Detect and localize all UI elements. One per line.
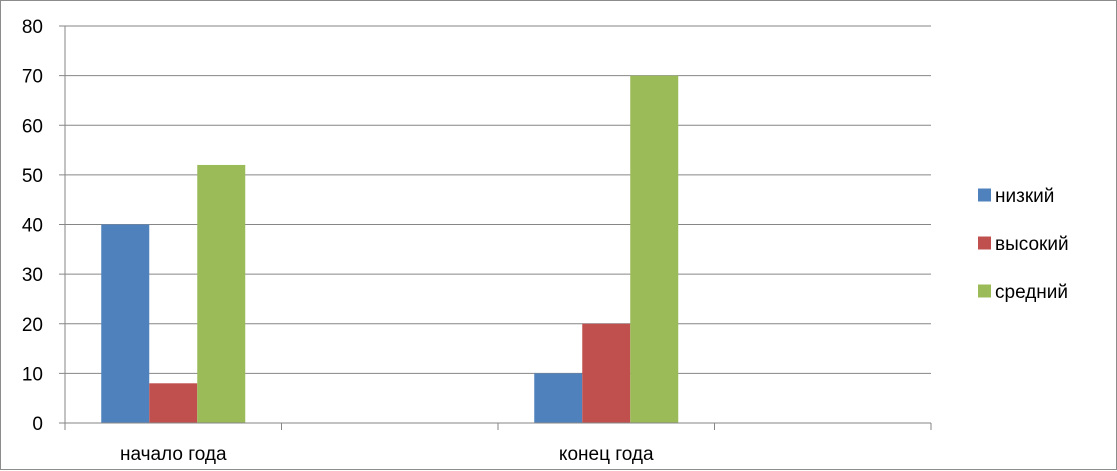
- x-tick-labels: начало года конец года: [120, 444, 654, 465]
- y-tick-label: 0: [32, 414, 43, 435]
- y-tick-label: 40: [22, 216, 43, 237]
- gridlines: [65, 25, 931, 374]
- bar-высокий-конец года: [582, 323, 631, 423]
- legend-swatch-высокий: [978, 236, 991, 250]
- legend-label: средний: [995, 282, 1068, 303]
- x-tick-label: конец года: [559, 444, 654, 465]
- bar-низкий-конец года: [534, 373, 583, 423]
- legend-swatch-средний: [978, 284, 991, 298]
- bar-средний-начало года: [197, 164, 246, 423]
- axes: [59, 25, 932, 430]
- y-tick-label: 50: [22, 166, 43, 187]
- x-tick-label: начало года: [120, 444, 227, 465]
- bars: [101, 75, 679, 423]
- y-tick-label: 10: [22, 364, 43, 385]
- legend-swatch-низкий: [978, 188, 991, 202]
- y-tick-label: 60: [22, 116, 43, 137]
- y-tick-label: 20: [22, 315, 43, 336]
- bar-низкий-начало года: [101, 224, 150, 423]
- legend-label: низкий: [995, 186, 1054, 207]
- y-tick-label: 30: [22, 265, 43, 286]
- bar-средний-конец года: [630, 75, 679, 423]
- y-tick-label: 70: [22, 67, 43, 88]
- y-tick-label: 80: [22, 17, 43, 38]
- legend: низкий высокий средний: [978, 186, 1069, 303]
- bar-высокий-начало года: [149, 383, 198, 423]
- y-tick-labels: 0 10 20 30 40 50 60 70 80: [22, 17, 43, 435]
- legend-label: высокий: [995, 234, 1069, 255]
